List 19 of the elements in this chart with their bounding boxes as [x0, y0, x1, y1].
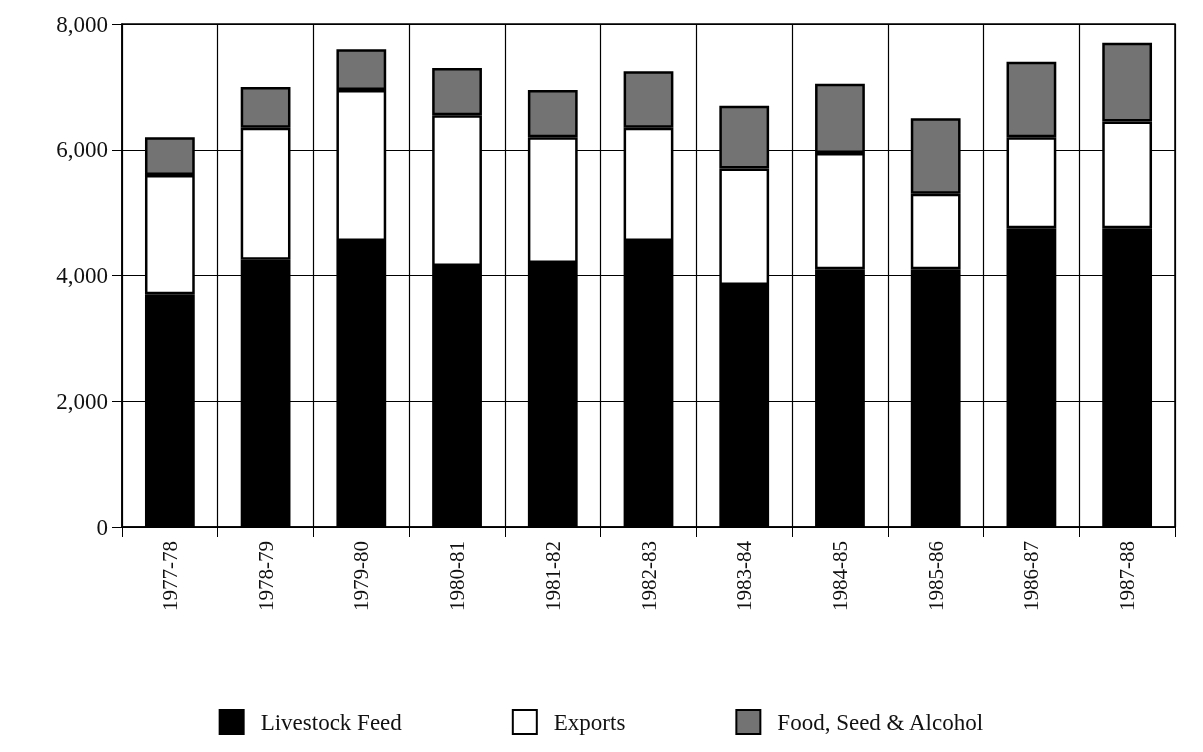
legend-label: Exports — [553, 709, 626, 735]
y-tick-label: 2,000 — [56, 388, 108, 414]
y-tick-label: 4,000 — [56, 263, 108, 288]
y-tick-label: 0 — [96, 514, 108, 540]
y-tick-label: 8,000 — [56, 11, 108, 37]
x-tick-label: 1980-81 — [445, 541, 470, 611]
x-tick-label: 1985-86 — [923, 541, 948, 611]
x-tick-label: 1982-83 — [636, 541, 661, 611]
x-tick-label: 1981-82 — [540, 541, 565, 611]
x-tick-label: 1978-79 — [253, 541, 278, 611]
x-tick-label: 1979-80 — [349, 541, 374, 611]
x-tick-label: 1987-88 — [1115, 541, 1140, 611]
legend-label: Livestock Feed — [260, 709, 403, 735]
x-tick-label: 1983-84 — [732, 540, 757, 611]
x-tick-label: 1977-78 — [157, 541, 182, 611]
legend-label: Food, Seed & Alcohol — [777, 709, 984, 735]
x-tick-label: 1984-85 — [827, 541, 852, 611]
y-tick-label: 6,000 — [56, 137, 108, 163]
x-tick-label: 1986-87 — [1019, 541, 1044, 611]
